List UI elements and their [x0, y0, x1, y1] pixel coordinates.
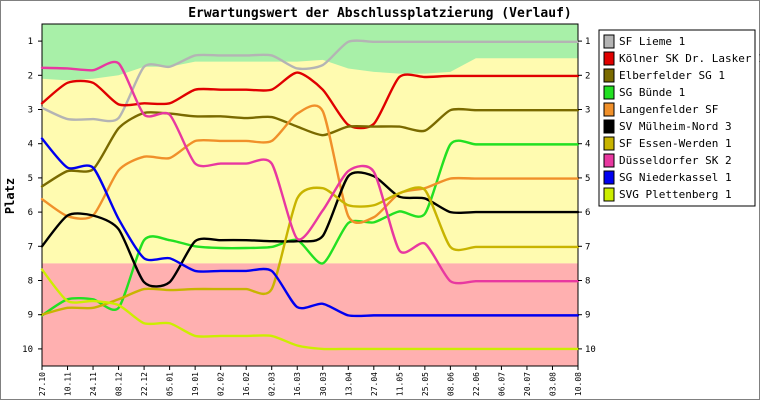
- legend-entry-label: Kölner SK Dr. Lasker 1: [619, 52, 760, 65]
- legend: SF Lieme 1 Kölner SK Dr. Lasker 1 Elberfel…: [598, 29, 760, 207]
- x-tick-label: 27.04: [370, 372, 379, 396]
- y-tick-label-left: 4: [28, 140, 33, 150]
- legend-swatch: [603, 34, 615, 49]
- y-tick-labels-left: 1 2 3 4 5 6 7 8 9 10: [22, 37, 42, 355]
- legend-box: [598, 29, 756, 207]
- legend-entry-label: SG Niederkassel 1: [619, 171, 732, 184]
- series-line: [40, 107, 580, 188]
- y-tick-label-right: 4: [585, 140, 590, 150]
- y-tick-label-left: 7: [28, 242, 33, 252]
- series-line: [40, 139, 580, 317]
- y-tick-label-right: 6: [585, 208, 590, 218]
- x-tick-label: 11.05: [395, 372, 404, 396]
- x-tick-label: 03.08: [548, 372, 557, 396]
- y-tick-label-left: 8: [28, 277, 33, 287]
- y-tick-labels-right: 1 2 3 4 5 6 7 8 9 10: [578, 37, 596, 355]
- legend-entry-label: SVG Plettenberg 1: [619, 188, 732, 201]
- series-line: [40, 60, 580, 285]
- series-line: [40, 268, 580, 351]
- legend-swatch: [603, 85, 615, 100]
- y-tick-label-left: 5: [28, 174, 33, 184]
- y-tick-label-left: 9: [28, 311, 33, 321]
- legend-entry-label: Langenfelder SF: [619, 103, 718, 116]
- y-tick-label-left: 2: [28, 71, 33, 81]
- x-tick-label: 13.04: [344, 372, 353, 396]
- y-tick-label-right: 8: [585, 277, 590, 287]
- plot-border: [41, 23, 579, 367]
- legend-swatch: [603, 68, 615, 83]
- legend-entry-label: SF Lieme 1: [619, 35, 685, 48]
- series-layer: [40, 39, 580, 351]
- y-tick-label-right: 7: [585, 242, 590, 252]
- x-tick-label: 08.06: [446, 372, 455, 396]
- y-tick-label-left: 3: [28, 106, 33, 116]
- y-tick-label-right: 10: [585, 345, 596, 355]
- legend-swatch: [603, 102, 615, 117]
- x-tick-label: 10.11: [64, 372, 73, 396]
- legend-entry-label: SG Bünde 1: [619, 86, 685, 99]
- series-line: [40, 71, 580, 130]
- legend-entry-label: SV Mülheim-Nord 3: [619, 120, 732, 133]
- x-tick-label: 08.12: [115, 372, 124, 396]
- series-line: [40, 104, 580, 225]
- y-tick-label-left: 6: [28, 208, 33, 218]
- x-tick-label: 22.06: [472, 372, 481, 396]
- x-tick-label: 02.03: [268, 372, 277, 396]
- x-tick-label: 19.01: [191, 372, 200, 396]
- legend-swatch: [603, 187, 615, 202]
- x-tick-label: 02.02: [217, 372, 226, 396]
- legend-entry-label: SF Essen-Werden 1: [619, 137, 732, 150]
- legend-swatch: [603, 153, 615, 168]
- legend-entry-label: Düsseldorfer SK 2: [619, 154, 732, 167]
- plot-area: [41, 23, 579, 367]
- y-tick-label-right: 2: [585, 71, 590, 81]
- series-line: [40, 39, 580, 123]
- legend-entry-label: Elberfelder SG 1: [619, 69, 725, 82]
- x-tick-label: 10.08: [574, 372, 583, 396]
- legend-swatch: [603, 170, 615, 185]
- y-tick-label-right: 9: [585, 311, 590, 321]
- series-line: [40, 186, 580, 316]
- y-tick-label-right: 5: [585, 174, 590, 184]
- x-tick-label: 16.02: [242, 372, 251, 396]
- y-tick-label-left: 10: [22, 345, 33, 355]
- series-line: [40, 171, 580, 288]
- legend-swatch: [603, 136, 615, 151]
- y-axis-label: Platz: [3, 178, 17, 214]
- legend-swatch: [603, 119, 615, 134]
- x-tick-label: 27.10: [38, 372, 47, 396]
- legend-swatch: [603, 51, 615, 66]
- x-tick-labels: 27.10 10.11 24.11 08.12 22.12 05.01 19.01 02.02…: [38, 366, 583, 396]
- series-line: [40, 137, 580, 318]
- x-tick-label: 24.11: [89, 372, 98, 396]
- x-tick-label: 16.03: [293, 372, 302, 396]
- x-tick-label: 22.12: [140, 372, 149, 396]
- zone-top: [42, 41, 578, 81]
- x-tick-label: 20.07: [523, 372, 532, 396]
- y-tick-label-right: 1: [585, 37, 590, 47]
- x-tick-label: 25.05: [421, 372, 430, 396]
- y-tick-label-left: 1: [28, 37, 33, 47]
- x-tick-label: 05.01: [166, 372, 175, 396]
- chart-title: Erwartungswert der Abschlussplatzierung …: [188, 6, 572, 21]
- x-tick-label: 06.07: [497, 372, 506, 396]
- y-tick-label-right: 3: [585, 106, 590, 116]
- x-tick-label: 30.03: [319, 372, 328, 396]
